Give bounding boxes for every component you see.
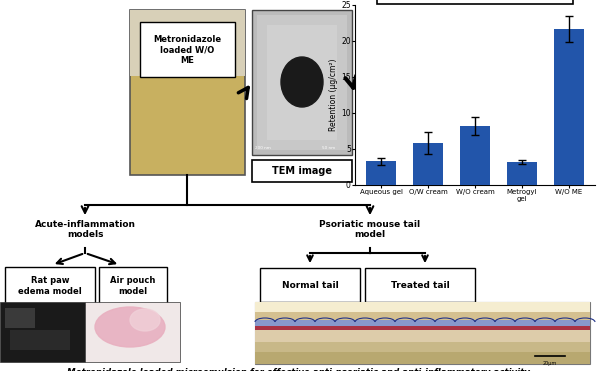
- Bar: [255, 326, 590, 330]
- Bar: [255, 302, 590, 364]
- Bar: [5, 267, 95, 305]
- Bar: [85, 302, 180, 362]
- Ellipse shape: [281, 57, 323, 107]
- Text: 200 nm: 200 nm: [255, 146, 271, 150]
- Bar: [99, 267, 167, 305]
- Text: Normal tail: Normal tail: [281, 280, 338, 289]
- Text: 20μm: 20μm: [543, 361, 557, 366]
- Ellipse shape: [95, 307, 165, 347]
- Bar: [10, 330, 70, 350]
- Text: Air pouch
model: Air pouch model: [110, 276, 155, 296]
- Bar: [255, 352, 590, 364]
- Bar: [506, 162, 537, 185]
- Bar: [140, 22, 235, 77]
- Text: Metronidazole loaded microemulsion for effective anti-psoriatic and anti-inflamm: Metronidazole loaded microemulsion for e…: [67, 368, 533, 371]
- Y-axis label: Retention (μg/cm²): Retention (μg/cm²): [329, 59, 338, 131]
- Bar: [255, 330, 590, 342]
- Bar: [130, 10, 245, 76]
- Bar: [267, 25, 337, 140]
- Text: Psoriatic mouse tail
model: Psoriatic mouse tail model: [319, 220, 421, 239]
- Text: Treated tail: Treated tail: [391, 280, 449, 289]
- Bar: [130, 10, 245, 175]
- Ellipse shape: [130, 309, 160, 331]
- Bar: [5, 308, 35, 328]
- Bar: [255, 302, 590, 312]
- Bar: [0, 302, 85, 362]
- Bar: [255, 342, 590, 352]
- Bar: [252, 160, 352, 182]
- Bar: [366, 161, 397, 185]
- Bar: [257, 15, 347, 150]
- Bar: [365, 268, 475, 302]
- Bar: [413, 143, 443, 185]
- Text: Metronidazole
loaded W/O
ME: Metronidazole loaded W/O ME: [154, 35, 221, 65]
- Text: 50 nm: 50 nm: [322, 146, 335, 150]
- Bar: [260, 268, 360, 302]
- Bar: [252, 10, 352, 155]
- Text: TEM image: TEM image: [272, 166, 332, 176]
- Text: Rat paw
edema model: Rat paw edema model: [18, 276, 82, 296]
- Bar: [255, 320, 590, 326]
- Bar: [554, 29, 584, 185]
- Bar: [255, 312, 590, 320]
- Bar: [460, 126, 490, 185]
- Text: Acute-inflammation
models: Acute-inflammation models: [35, 220, 136, 239]
